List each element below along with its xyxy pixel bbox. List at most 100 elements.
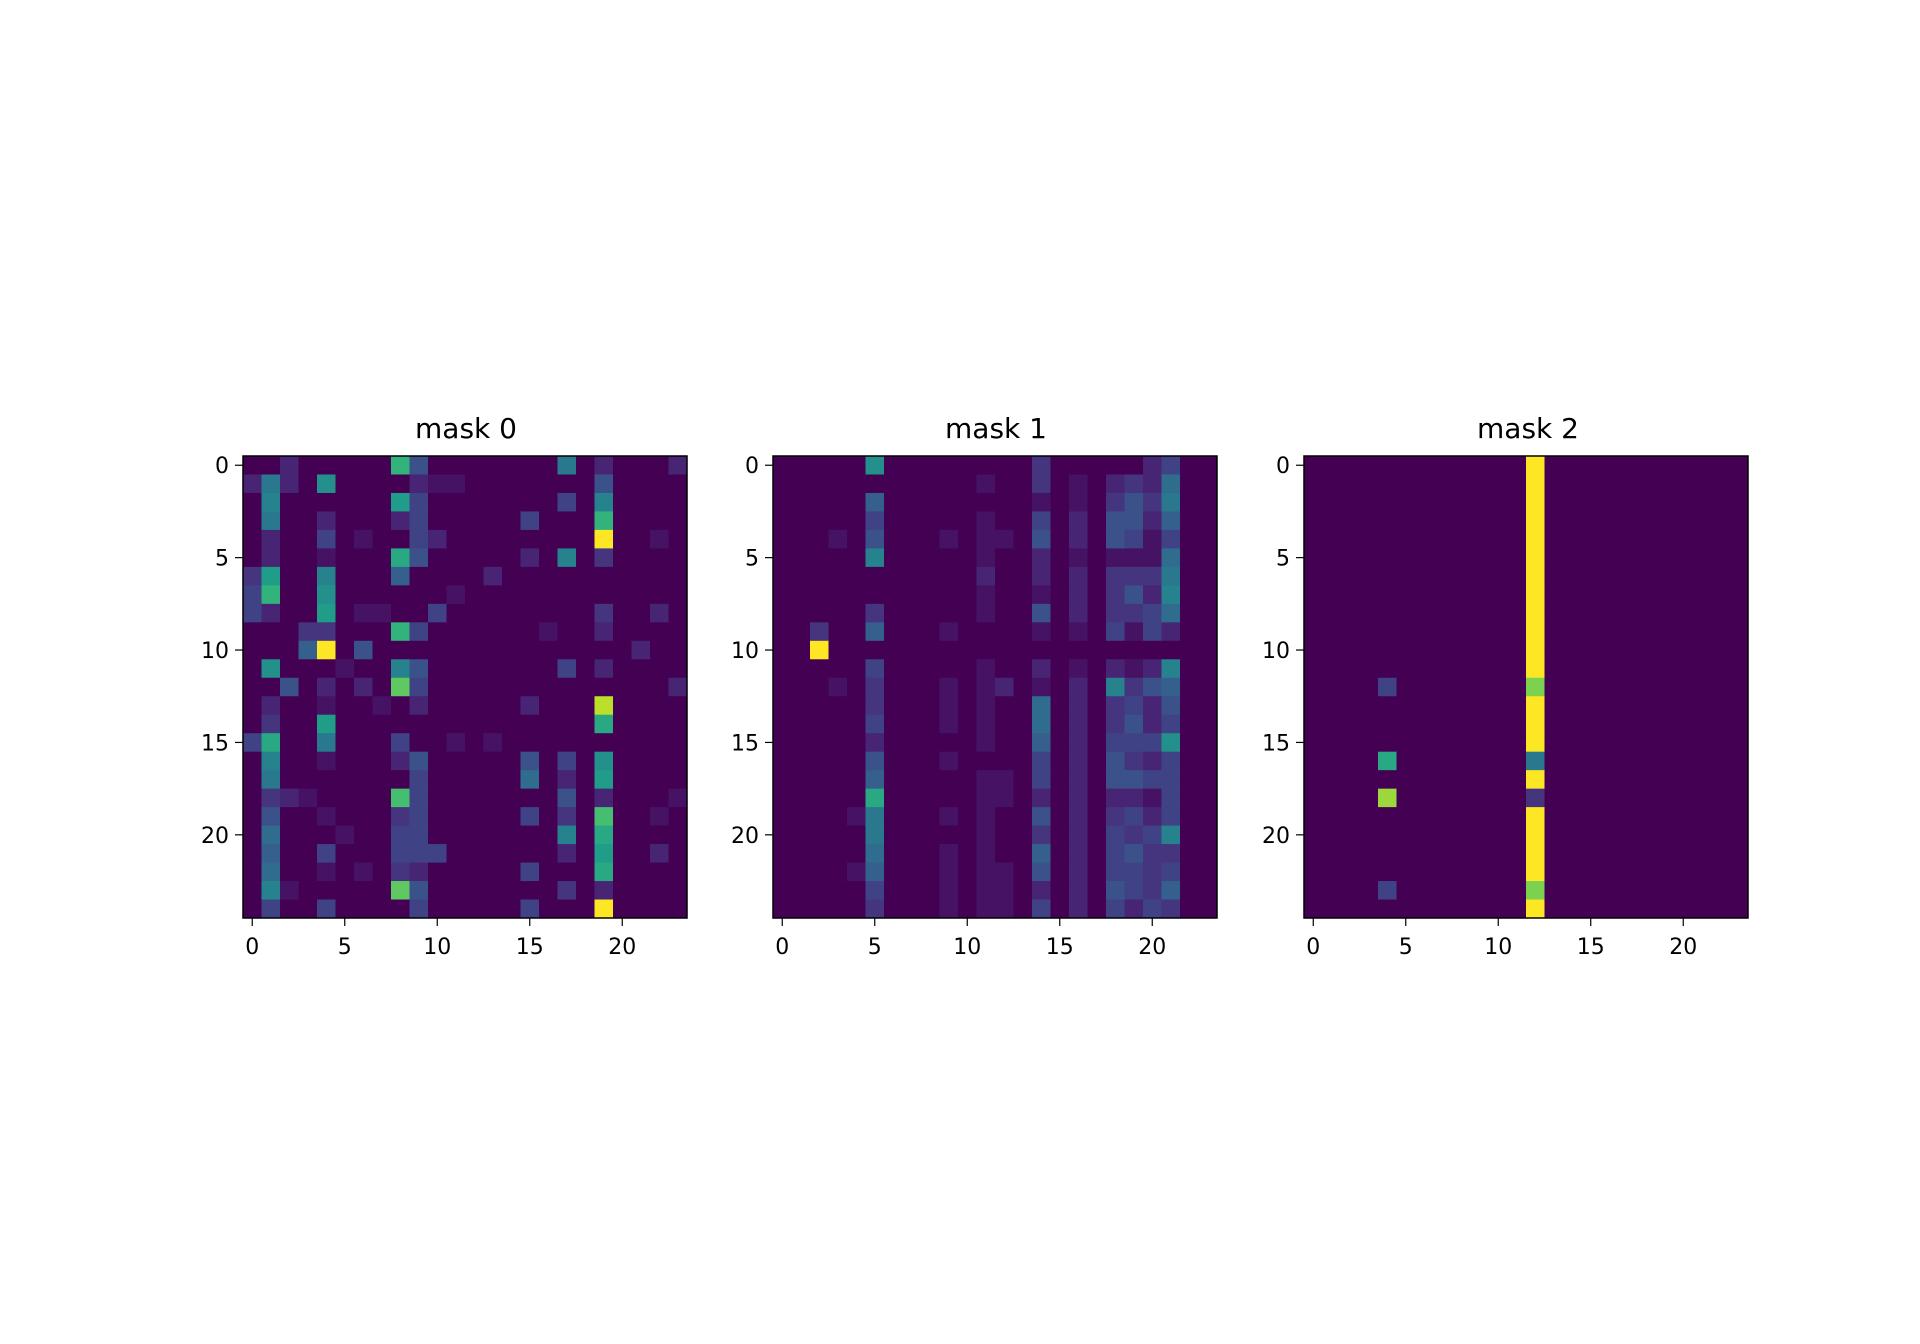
heatmap-cell — [631, 733, 651, 753]
heatmap-cell — [939, 659, 959, 679]
heatmap-cell — [261, 770, 281, 790]
heatmap-cell — [1655, 751, 1675, 771]
heatmap-cell — [391, 751, 410, 771]
heatmap-cell — [1143, 548, 1162, 568]
heatmap-cell — [631, 456, 651, 475]
heatmap-cell — [446, 844, 466, 863]
heatmap-cell — [847, 603, 866, 623]
heatmap-cell — [1087, 677, 1107, 697]
x-tick-label: 5 — [868, 935, 882, 960]
heatmap-cell — [465, 733, 484, 753]
heatmap-cell — [372, 825, 392, 845]
heatmap-cell — [261, 899, 281, 919]
heatmap-cell — [1341, 751, 1360, 771]
heatmap-cell — [921, 622, 940, 642]
heatmap-cell — [1674, 659, 1693, 679]
heatmap-cell — [539, 529, 558, 549]
heatmap-cell — [976, 603, 996, 623]
heatmap-cell — [668, 622, 688, 642]
heatmap-cell — [465, 603, 484, 623]
heatmap-cell — [1711, 585, 1730, 605]
heatmap-cell — [335, 492, 355, 512]
heatmap-cell — [902, 844, 922, 863]
heatmap-cell — [1013, 492, 1033, 512]
heatmap-cell — [1674, 751, 1693, 771]
heatmap-cell — [1433, 677, 1453, 697]
heatmap-cell — [1032, 770, 1051, 790]
heatmap-cell — [1544, 511, 1564, 531]
heatmap-cell — [668, 456, 688, 475]
heatmap-cell — [1050, 622, 1070, 642]
heatmap-cell — [1711, 751, 1730, 771]
heatmap-cell — [1013, 733, 1033, 753]
heatmap-cell — [520, 659, 540, 679]
heatmap-cell — [1581, 714, 1601, 734]
heatmap-cell — [539, 640, 558, 660]
heatmap-cell — [1304, 640, 1323, 660]
heatmap-cell — [1618, 566, 1638, 586]
heatmap-cell — [1087, 862, 1107, 882]
heatmap-cell — [1433, 881, 1453, 900]
heatmap-cell — [1106, 844, 1125, 863]
heatmap-cell — [1161, 566, 1181, 586]
heatmap-cell — [773, 899, 792, 919]
heatmap-cell — [409, 696, 429, 716]
heatmap-cell — [1507, 659, 1527, 679]
heatmap-cell — [939, 492, 959, 512]
heatmap-cell — [773, 714, 792, 734]
heatmap-cell — [1013, 677, 1033, 697]
heatmap-cell — [631, 677, 651, 697]
panel-title: mask 0 — [415, 412, 517, 445]
heatmap-cell — [1600, 788, 1619, 808]
heatmap-cell — [1637, 622, 1656, 642]
heatmap-cell — [391, 640, 410, 660]
heatmap-cell — [1544, 844, 1564, 863]
heatmap-cell — [773, 511, 792, 531]
heatmap-cell — [1013, 566, 1033, 586]
heatmap-cell — [1452, 511, 1471, 531]
heatmap-cell — [613, 585, 632, 605]
heatmap-cell — [557, 881, 577, 900]
heatmap-cell — [1729, 714, 1749, 734]
heatmap-cell — [1180, 548, 1199, 568]
heatmap-cell — [1378, 733, 1397, 753]
heatmap-cell — [1378, 714, 1397, 734]
heatmap-cell — [958, 862, 977, 882]
heatmap-cell — [391, 566, 410, 586]
heatmap-cell — [921, 474, 940, 494]
heatmap-cell — [1415, 733, 1434, 753]
heatmap-cell — [668, 511, 688, 531]
heatmap-cell — [539, 585, 558, 605]
heatmap-cell — [902, 640, 922, 660]
heatmap-cell — [335, 788, 355, 808]
heatmap-cell — [298, 696, 318, 716]
heatmap-cell — [1600, 825, 1619, 845]
heatmap-cell — [1563, 881, 1582, 900]
heatmap-cell — [409, 566, 429, 586]
heatmap-cell — [409, 492, 429, 512]
heatmap-cell — [865, 696, 885, 716]
heatmap-cell — [317, 862, 336, 882]
heatmap-cell — [939, 696, 959, 716]
heatmap-cell — [594, 733, 614, 753]
heatmap-cell — [1180, 807, 1199, 826]
heatmap-cell — [828, 456, 848, 475]
heatmap-cell — [539, 696, 558, 716]
heatmap-cell — [261, 825, 281, 845]
heatmap-cell — [1341, 566, 1360, 586]
heatmap-cell — [976, 529, 996, 549]
heatmap-cell — [668, 585, 688, 605]
heatmap-cell — [1161, 751, 1181, 771]
heatmap-cell — [1124, 788, 1144, 808]
heatmap-cell — [865, 529, 885, 549]
heatmap-cell — [650, 807, 669, 826]
heatmap-cell — [502, 862, 521, 882]
heatmap-cell — [1563, 825, 1582, 845]
heatmap-cell — [1050, 881, 1070, 900]
heatmap-cell — [921, 566, 940, 586]
heatmap-cell — [409, 751, 429, 771]
heatmap-cell — [1013, 474, 1033, 494]
heatmap-cell — [1692, 566, 1712, 586]
heatmap-cell — [1600, 862, 1619, 882]
heatmap-cell — [280, 474, 299, 494]
